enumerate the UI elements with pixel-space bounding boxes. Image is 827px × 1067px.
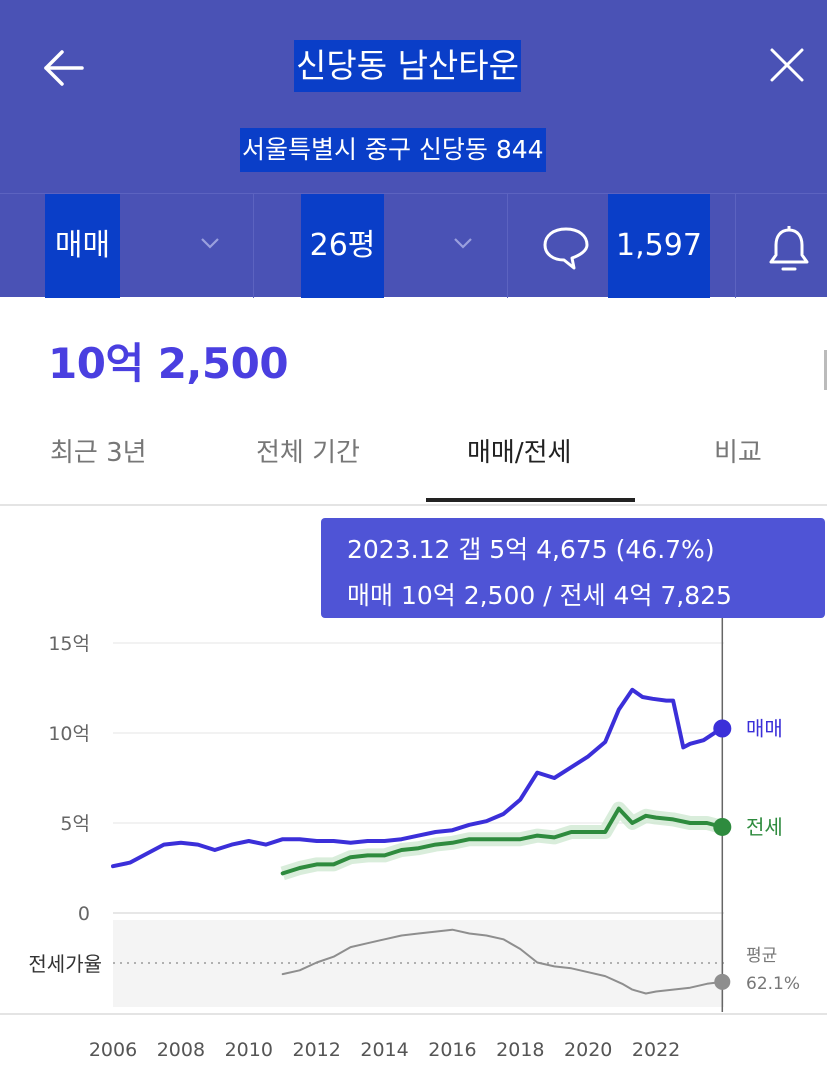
sale-series-label: 매매 [746,717,783,741]
tabs-divider [0,504,827,506]
comments-button[interactable]: 1,597 [508,194,735,298]
jeonse-series-label: 전세 [746,815,783,839]
bell-icon[interactable] [766,224,812,274]
y-tick-label: 10억 [48,723,90,745]
trade-type-value: 매매 [45,194,120,298]
tab-recent-3y[interactable]: 최근 3년 [50,438,147,468]
price-chart[interactable]: 15억 10억 5억 0 전세가율 평균 62.1% 2006 2008 2010 2012 2014… [0,600,827,1067]
ratio-average-value: 62.1% [746,974,800,994]
x-tick-label: 2016 [428,1039,476,1061]
sale-price-line [111,687,725,869]
period-tabs: 최근 3년 전체 기간 매매/전세 비교 [0,404,827,504]
page-title: 신당동 남산타운 [294,40,522,92]
x-tick-label: 2008 [157,1039,205,1061]
size-value: 26평 [301,194,384,298]
chart-bottom-divider [0,1013,827,1015]
tooltip-price-line: 매매 10억 2,500 / 전세 4억 7,825 [347,581,732,610]
chevron-down-icon [201,238,219,249]
x-tick-label: 2018 [496,1039,544,1061]
chart-tooltip: 2023.12 갭 5억 4,675 (46.7%) 매매 10억 2,500 … [321,518,825,618]
scroll-edge [824,350,827,390]
size-dropdown[interactable]: 26평 [254,194,507,298]
jeonse-end-dot [713,817,732,836]
close-icon[interactable] [762,40,812,90]
current-price: 10억 2,500 [48,339,289,388]
ratio-label: 전세가율 [28,952,102,976]
x-tick-label: 2022 [632,1039,680,1061]
x-tick-label: 2010 [225,1039,273,1061]
tab-all-period[interactable]: 전체 기간 [256,438,360,468]
sale-end-dot [713,719,732,738]
y-tick-label: 15억 [48,633,90,655]
chevron-down-icon [454,238,472,249]
y-tick-label: 0 [78,903,90,925]
tab-sale-jeonse[interactable]: 매매/전세 [467,438,572,468]
filter-divider [253,194,254,298]
active-tab-indicator [426,498,635,502]
comment-count: 1,597 [608,194,710,298]
x-tick-label: 2020 [564,1039,612,1061]
address-label: 서울특별시 중구 신당동 844 [240,128,546,172]
back-arrow-icon[interactable] [38,42,90,94]
tooltip-gap-line: 2023.12 갭 5억 4,675 (46.7%) [347,535,715,564]
tab-compare[interactable]: 비교 [714,438,762,468]
trade-type-dropdown[interactable]: 매매 [0,194,253,298]
jeonse-ratio-line [281,928,724,995]
x-tick-label: 2012 [292,1039,340,1061]
ratio-end-dot [714,973,731,990]
filter-divider [507,194,508,298]
filter-divider [735,194,736,298]
ratio-average-label: 평균 [746,946,777,966]
comment-bubble-icon [543,227,589,270]
x-tick-label: 2006 [89,1039,137,1061]
app-header: 신당동 남산타운 서울특별시 중구 신당동 844 [0,0,827,193]
filter-bar: 매매 26평 1,597 [0,193,827,298]
x-tick-label: 2014 [360,1039,408,1061]
y-tick-label: 5억 [60,813,90,835]
jeonse-price-line [280,806,725,876]
